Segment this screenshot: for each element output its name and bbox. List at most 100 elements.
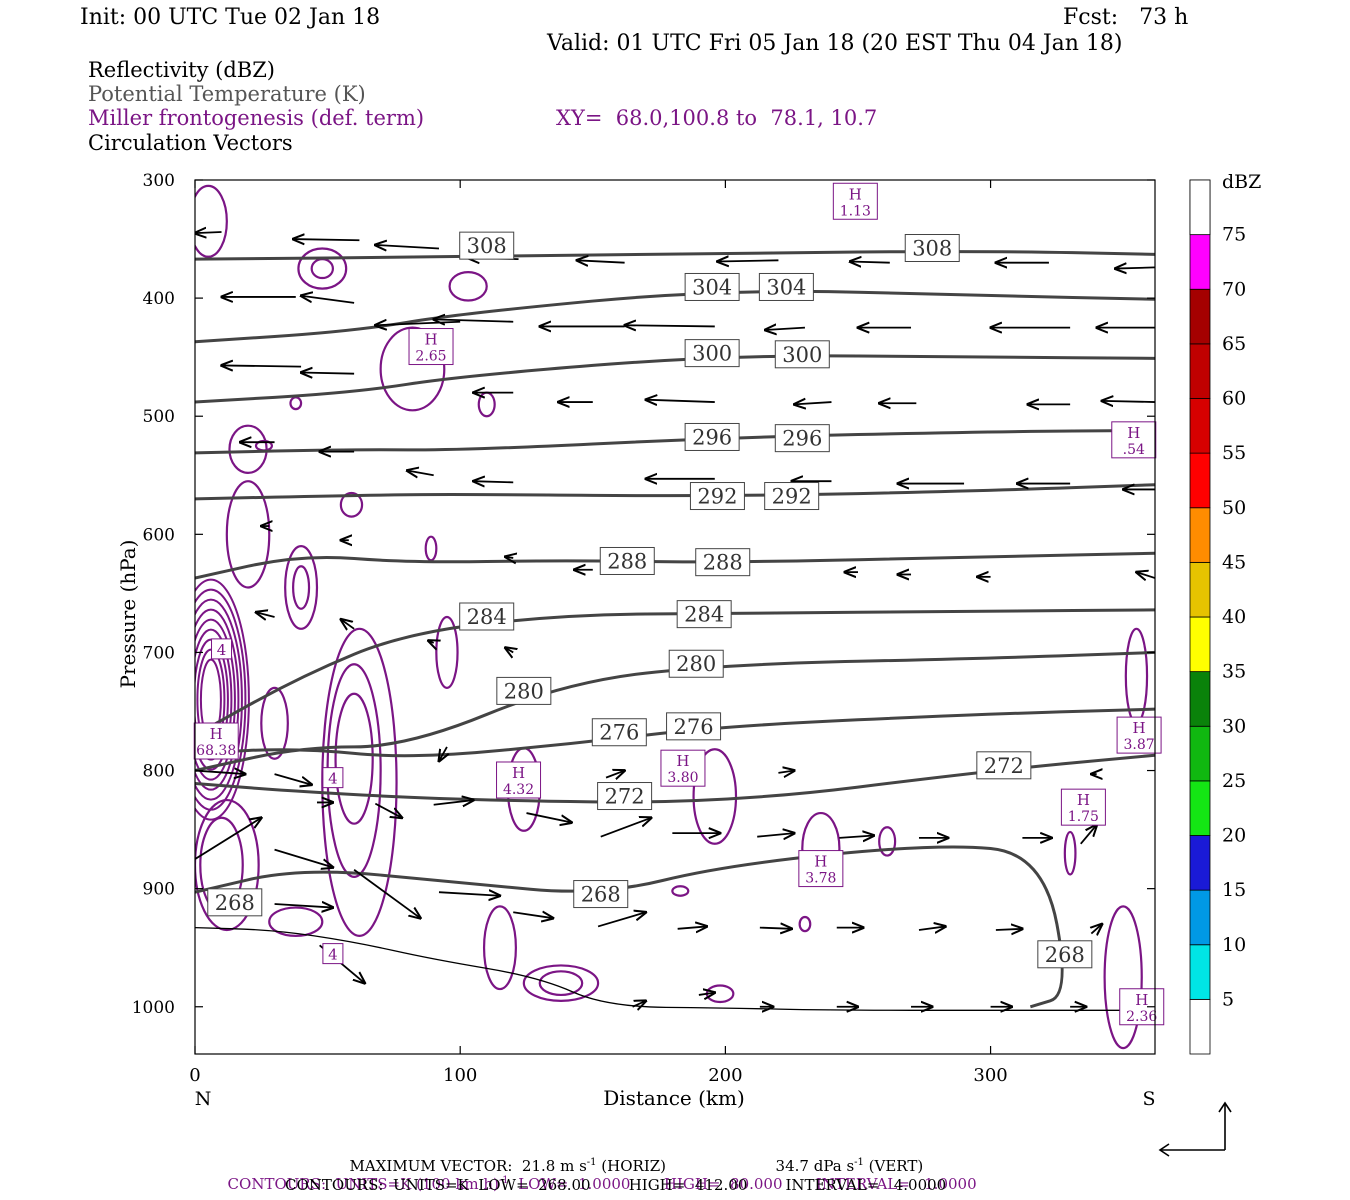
circulation-vector — [759, 928, 792, 929]
max-vector-vert-tail: (VERT) — [863, 1157, 924, 1175]
theta-label: 268 — [1045, 943, 1085, 967]
colorbar-label: 15 — [1222, 879, 1246, 901]
theta-label-box — [695, 548, 751, 577]
colorbar-segment — [1189, 234, 1211, 290]
theta-label-box — [676, 600, 732, 629]
frontogenesis-contour-label-box — [322, 943, 344, 965]
circulation-vector — [765, 328, 805, 330]
frontogenesis-contour — [225, 480, 271, 589]
circulation-vector — [438, 892, 500, 896]
frontogenesis-contour — [692, 748, 738, 845]
circulation-vector — [505, 557, 513, 558]
colorbar-label: 35 — [1222, 661, 1246, 683]
frontogenesis-max-box — [1060, 788, 1106, 826]
theta-label: 280 — [504, 679, 544, 703]
theta-label-box — [976, 751, 1032, 780]
circulation-vector — [757, 833, 794, 837]
frontogenesis-max-value: 2.36 — [1126, 1009, 1157, 1025]
x-tick-label: 200 — [708, 1065, 742, 1086]
circulation-vector — [473, 481, 514, 482]
y-tick-label: 500 — [143, 407, 175, 427]
circulation-vector — [850, 261, 890, 262]
colorbar-title: dBZ — [1222, 171, 1261, 193]
frontogenesis-contour — [195, 628, 233, 771]
frontogenesis-contour — [310, 258, 335, 280]
theta-label-box — [684, 422, 740, 451]
frontogenesis-max-value: 3.80 — [667, 770, 698, 786]
theta-label: 296 — [782, 427, 822, 451]
frontogenesis-max-label: H — [424, 331, 437, 349]
frontogenesis-contour — [334, 692, 374, 825]
frontogenesis-max-box — [832, 182, 878, 220]
circulation-vector — [274, 773, 312, 785]
colorbar-segment — [1189, 561, 1211, 618]
theta-label: 296 — [692, 425, 732, 449]
frontogenesis-max-label: H — [1133, 719, 1146, 737]
cross-section-endpoints: XY= 68.0,100.8 to 78.1, 10.7 — [556, 106, 878, 130]
x-tick-label: 0 — [189, 1065, 200, 1086]
y-tick-label: 1000 — [132, 998, 175, 1018]
colorbar-segment — [1189, 179, 1211, 236]
circulation-vector — [1102, 401, 1155, 402]
terrain-line — [195, 926, 1155, 1011]
frontogenesis-contour — [448, 271, 488, 302]
circulation-vector — [256, 612, 275, 617]
frontogenesis-max-box — [408, 328, 454, 366]
theta-label-box — [599, 546, 655, 575]
colorbar-segment — [1189, 998, 1211, 1055]
colorbar-segment — [1189, 780, 1211, 836]
frontogenesis-max-box — [798, 850, 844, 888]
theta-label-box — [591, 718, 647, 747]
frontogenesis-contour — [195, 184, 228, 258]
theta-label-box — [689, 482, 745, 511]
theta-label-box — [684, 339, 740, 368]
theta-contour-300 — [195, 354, 1155, 404]
frontogenesis-max-value: 1.75 — [1068, 809, 1099, 825]
colorbar-label: 75 — [1222, 224, 1246, 246]
valid-time: Valid: 01 UTC Fri 05 Jan 18 (20 EST Thu … — [547, 31, 1123, 56]
colorbar-label: 70 — [1222, 278, 1246, 300]
theta-label-box — [758, 272, 814, 301]
max-vector-horiz-exp: -1 — [586, 1157, 597, 1168]
frontogenesis-max-label: H — [849, 185, 862, 203]
frontogenesis-contour — [522, 964, 600, 1002]
theta-label: 284 — [684, 603, 724, 627]
circulation-vector — [632, 1001, 646, 1007]
max-vector-info: MAXIMUM VECTOR: 21.8 m s-1 (HORIZ) — [340, 1139, 666, 1175]
circulation-vector — [597, 912, 646, 928]
theta-contour-296 — [195, 428, 1155, 455]
circulation-vector — [577, 260, 625, 262]
frontogenesis-max-box — [1111, 421, 1157, 459]
circulation-vector — [646, 400, 715, 402]
forecast-hour: Fcst: 73 h — [1063, 5, 1189, 30]
theta-label: 308 — [912, 237, 952, 261]
circulation-vector — [794, 402, 832, 404]
frontogenesis-max-value: 68.38 — [196, 743, 236, 759]
frontogenesis-contour — [195, 598, 243, 801]
frontogenesis-max-box — [1119, 988, 1165, 1026]
frontogenesis-contour-label: 4 — [328, 770, 338, 788]
circulation-vector — [274, 848, 333, 868]
north-end-label: N — [195, 1088, 212, 1110]
theta-label: 308 — [467, 234, 507, 258]
circulation-vector — [513, 912, 553, 918]
circulation-vector — [1080, 825, 1097, 845]
frontogenesis-contour — [289, 396, 303, 411]
frontogenesis-contour-range: LOW= 1.0000 HIGH= 80.000 INTERVAL= 1.000… — [508, 1175, 977, 1193]
circulation-vector — [717, 260, 779, 261]
frontogenesis-contour — [321, 627, 398, 937]
theta-label: 276 — [674, 715, 714, 739]
frontogenesis-max-box — [660, 749, 706, 787]
theta-label: 268 — [581, 883, 621, 907]
circulation-vector — [434, 319, 514, 321]
max-vector-horiz: MAXIMUM VECTOR: 21.8 m s — [349, 1157, 587, 1175]
frontogenesis-max-value: 2.65 — [415, 349, 446, 365]
frontogenesis-contour — [435, 615, 459, 689]
x-tick-label: 100 — [443, 1065, 477, 1086]
colorbar-label: 20 — [1222, 825, 1246, 847]
theta-label-box — [597, 782, 653, 811]
frontogenesis-max-label: H — [814, 853, 827, 871]
frontogenesis-contour — [339, 491, 364, 518]
y-tick-label: 900 — [143, 880, 175, 900]
